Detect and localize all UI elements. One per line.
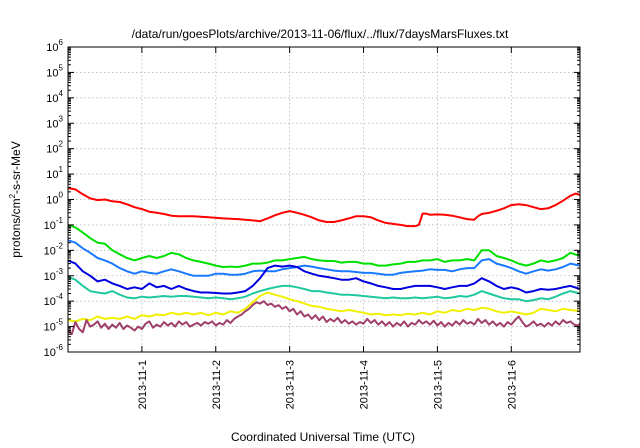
series-line-6: [67, 291, 581, 323]
y-tick-exponent: -2: [56, 241, 64, 250]
series-line-2: [67, 223, 581, 268]
y-tick-exponent: -6: [56, 343, 64, 352]
x-tick-label: 2013-11-3: [285, 360, 297, 409]
series-line-5: [67, 275, 581, 303]
grid-lines: [68, 47, 580, 352]
y-tick-exponent: -1: [56, 216, 64, 225]
y-tick-exponent: 6: [59, 38, 64, 47]
y-tick-exponent: -5: [56, 318, 64, 327]
x-tick-label: 2013-11-2: [211, 360, 223, 409]
y-tick-label: 105: [46, 63, 63, 79]
y-tick-exponent: 5: [59, 63, 64, 72]
y-tick-base: 10: [44, 245, 56, 257]
y-tick-base: 10: [46, 195, 58, 207]
y-tick-label: 10-4: [44, 292, 64, 308]
y-tick-label: 103: [46, 114, 63, 130]
y-tick-base: 10: [44, 220, 56, 232]
axis-ticks: [68, 46, 580, 353]
y-tick-base: 10: [44, 271, 56, 283]
series-line-1: [67, 187, 581, 228]
y-tick-label: 10-2: [44, 241, 64, 257]
x-tick-label: 2013-11-4: [359, 360, 371, 409]
y-axis-label-exponent: 2: [8, 193, 17, 198]
series-line-7: [67, 300, 581, 336]
y-tick-label: 10-3: [44, 267, 64, 283]
y-tick-exponent: 0: [59, 191, 64, 200]
series-line-3: [67, 239, 581, 277]
y-tick-label: 101: [46, 165, 63, 181]
y-tick-label: 10-1: [44, 216, 64, 232]
y-tick-exponent: 1: [59, 165, 64, 174]
chart-title: /data/run/goesPlots/archive/2013-11-06/f…: [132, 27, 509, 41]
x-tick-label: 2013-11-5: [432, 360, 444, 409]
y-tick-base: 10: [46, 144, 58, 156]
x-tick-labels: 2013-11-1 2013-11-2 2013-11-3 2013-11-4 2013…: [137, 360, 518, 409]
y-tick-base: 10: [46, 42, 58, 54]
x-tick-label: 2013-11-6: [506, 360, 518, 409]
y-axis-label-suffix: -s-sr-MeV: [9, 141, 23, 194]
y-tick-base: 10: [46, 118, 58, 130]
y-tick-base: 10: [44, 322, 56, 334]
y-axis-label: protons/cm2-s-sr-MeV: [8, 141, 23, 257]
x-axis-label: Coordinated Universal Time (UTC): [231, 430, 415, 444]
y-tick-exponent: 2: [59, 140, 64, 149]
y-tick-exponent: -3: [56, 267, 64, 276]
y-tick-label: 10-6: [44, 343, 64, 359]
y-tick-exponent: 4: [59, 89, 64, 98]
y-tick-base: 10: [46, 169, 58, 181]
y-tick-label: 104: [46, 89, 63, 105]
x-tick-label: 2013-11-1: [137, 360, 149, 409]
y-tick-label: 102: [46, 140, 63, 156]
y-tick-base: 10: [46, 67, 58, 79]
y-axis-label-prefix: protons/cm: [9, 198, 23, 257]
y-tick-label: 106: [46, 38, 63, 54]
y-tick-exponent: 3: [59, 114, 64, 123]
y-tick-labels: 10-610-510-410-310-210-11001011021031041…: [44, 38, 64, 359]
series-line-4: [67, 259, 581, 295]
y-tick-base: 10: [46, 93, 58, 105]
y-tick-exponent: -4: [56, 292, 64, 301]
y-tick-base: 10: [44, 296, 56, 308]
y-tick-label: 100: [46, 191, 63, 207]
series-group: [67, 187, 581, 336]
y-tick-label: 10-5: [44, 318, 64, 334]
y-tick-base: 10: [44, 347, 56, 359]
